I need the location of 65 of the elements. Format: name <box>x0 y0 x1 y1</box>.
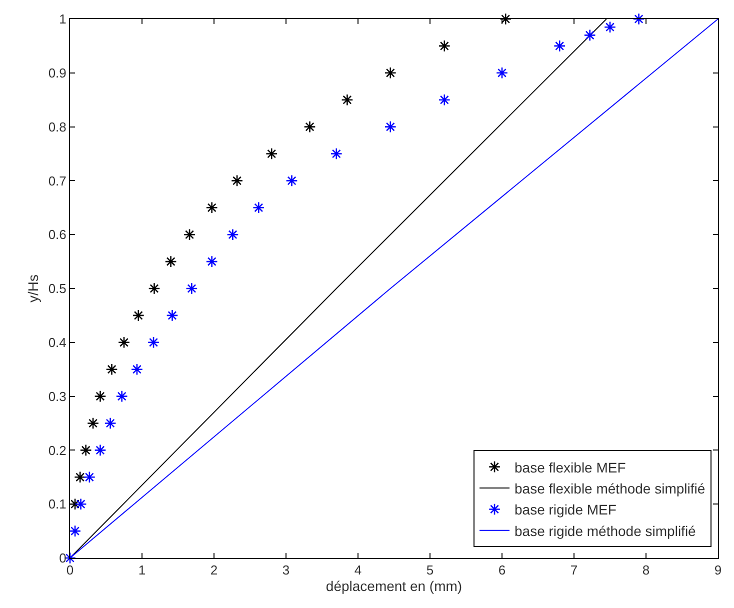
y-tick-label: 1 <box>59 12 66 27</box>
x-tick-label: 1 <box>138 562 146 578</box>
point <box>148 282 160 295</box>
legend-label: base flexible MEF <box>514 459 626 476</box>
point <box>554 40 566 52</box>
y-tick-label: 0.6 <box>48 227 66 242</box>
x-tick-label: 5 <box>426 562 434 578</box>
point <box>252 202 265 214</box>
point <box>83 471 96 484</box>
y-tick-label: 0.7 <box>48 173 66 188</box>
point <box>166 309 178 322</box>
point <box>206 255 218 268</box>
point <box>116 390 128 402</box>
point <box>384 66 396 79</box>
point <box>68 525 82 538</box>
point <box>266 148 278 160</box>
point <box>632 12 645 26</box>
x-tick-label: 6 <box>498 562 506 578</box>
point <box>438 40 450 52</box>
y-tick-label: 0.8 <box>48 119 66 134</box>
point <box>496 66 508 79</box>
point <box>230 174 244 187</box>
y-tick-label: 0.4 <box>48 334 66 350</box>
point <box>94 390 106 402</box>
y-axis-title: y/Hs <box>24 274 41 302</box>
y-tick-label: 0.9 <box>48 65 66 80</box>
y-tick-label: 0 <box>59 550 66 566</box>
point <box>106 363 118 376</box>
legend-label: base rigide MEF <box>514 502 616 518</box>
point <box>286 174 298 187</box>
point <box>132 309 144 322</box>
point <box>74 498 87 510</box>
point <box>330 148 342 160</box>
legend-label: base rigide méthode simplifié <box>514 522 696 539</box>
point <box>147 336 160 348</box>
point <box>384 120 396 133</box>
point <box>341 94 354 106</box>
point <box>206 202 218 214</box>
point <box>226 228 239 241</box>
x-tick-label: 9 <box>714 562 722 578</box>
point <box>130 363 144 376</box>
point <box>74 471 86 484</box>
y-tick-label: 0.3 <box>48 388 66 404</box>
point <box>604 21 616 34</box>
point <box>118 336 130 348</box>
x-tick-label: 4 <box>354 562 362 578</box>
point <box>438 94 450 106</box>
x-tick-label: 2 <box>210 562 218 578</box>
point <box>164 255 177 268</box>
x-tick-label: 7 <box>570 562 578 578</box>
point <box>183 228 196 241</box>
point <box>80 444 92 456</box>
point <box>104 417 116 430</box>
x-tick-label: 8 <box>642 562 650 578</box>
x-axis-title: déplacement en (mm) <box>326 578 462 594</box>
legend-label: base flexible méthode simplifié <box>514 480 706 496</box>
x-tick-label: 3 <box>282 562 290 578</box>
point <box>584 29 596 42</box>
y-tick-label: 0.2 <box>48 442 66 458</box>
y-tick-label: 0.5 <box>48 281 66 296</box>
y-tick-label: 0.1 <box>48 496 66 512</box>
point <box>86 417 100 430</box>
point <box>186 282 198 295</box>
point <box>304 120 316 133</box>
point <box>94 444 106 456</box>
